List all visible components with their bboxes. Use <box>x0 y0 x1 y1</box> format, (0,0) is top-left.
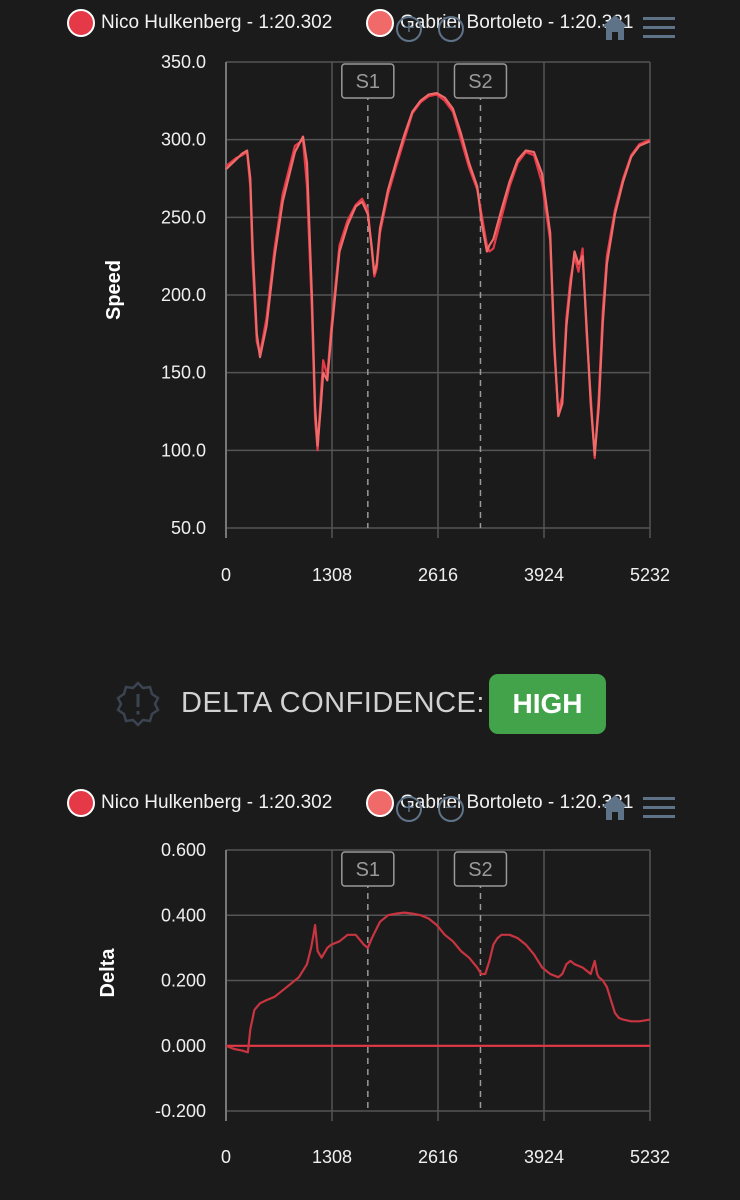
menu-icon[interactable] <box>642 794 676 822</box>
sector-box <box>453 63 508 99</box>
x-tick-label: 2616 <box>418 565 458 585</box>
y-tick-label: -0.200 <box>155 1101 206 1121</box>
home-icon[interactable] <box>600 792 630 822</box>
sector-box <box>341 63 395 99</box>
y-tick-label: 300.0 <box>161 130 206 150</box>
x-tick-label: 2616 <box>418 1147 458 1167</box>
legend-label: Nico Hulkenberg - 1:20.302 <box>101 12 333 33</box>
x-tick-label: 1308 <box>312 565 352 585</box>
y-tick-label: 250.0 <box>161 207 206 227</box>
legend-label: Nico Hulkenberg - 1:20.302 <box>101 792 333 813</box>
x-tick-label: 1308 <box>312 1147 352 1167</box>
delta-chart-panel: Nico Hulkenberg - 1:20.302 Gabriel Borto… <box>0 780 740 1200</box>
chart-legend: Nico Hulkenberg - 1:20.302 Gabriel Borto… <box>0 780 740 826</box>
chart-legend: Nico Hulkenberg - 1:20.302 Gabriel Borto… <box>0 0 740 46</box>
delta-chart[interactable]: -0.200 0.000 0.200 0.400 0.600 0 1308 2616 3924 5… <box>0 780 740 1200</box>
y-tick-label: 200.0 <box>161 285 206 305</box>
zoom-in-icon[interactable]: + <box>396 796 422 822</box>
zoom-in-icon[interactable]: + <box>396 16 422 42</box>
delta-confidence-row: DELTA CONFIDENCE: HIGH <box>0 672 740 736</box>
alert-badge-icon <box>116 681 160 727</box>
y-tick-label: 150.0 <box>161 363 206 383</box>
sector-label: S2 <box>468 71 492 93</box>
sector-box <box>341 851 395 887</box>
series-line-2 <box>225 91 651 457</box>
legend-dot-icon <box>67 789 95 817</box>
x-tick-label: 0 <box>221 1147 231 1167</box>
y-tick-label: 0.600 <box>161 840 206 860</box>
legend-item-hulkenberg[interactable]: Nico Hulkenberg - 1:20.302 <box>67 8 332 38</box>
x-tick-label: 5232 <box>630 565 670 585</box>
legend-dot-icon <box>366 9 394 37</box>
y-tick-label: 50.0 <box>171 518 206 538</box>
x-tick-label: 0 <box>221 565 231 585</box>
sector-label: S2 <box>468 859 492 881</box>
speed-chart[interactable]: 50.0 100.0 150.0 200.0 250.0 300.0 350.0 0 1308 2… <box>0 0 740 600</box>
y-tick-label: 0.000 <box>161 1036 206 1056</box>
y-axis-label: Speed <box>103 260 125 320</box>
home-icon[interactable] <box>600 12 630 42</box>
series-line-2 <box>225 911 651 1054</box>
y-tick-label: 0.200 <box>161 971 206 991</box>
y-tick-label: 100.0 <box>161 440 206 460</box>
menu-icon[interactable] <box>642 14 676 42</box>
delta-confidence-label: DELTA CONFIDENCE: <box>181 687 485 719</box>
speed-chart-panel: Nico Hulkenberg - 1:20.302 Gabriel Borto… <box>0 0 740 600</box>
x-tick-label: 3924 <box>524 1147 564 1167</box>
sector-box <box>453 851 508 887</box>
x-tick-label: 5232 <box>630 1147 670 1167</box>
legend-dot-icon <box>67 9 95 37</box>
y-axis-label: Delta <box>97 948 119 998</box>
zoom-out-icon[interactable]: − <box>438 796 464 822</box>
zoom-out-icon[interactable]: − <box>438 16 464 42</box>
legend-item-hulkenberg[interactable]: Nico Hulkenberg - 1:20.302 <box>67 788 332 818</box>
confidence-badge: HIGH <box>489 674 606 734</box>
sector-label: S1 <box>356 71 380 93</box>
y-tick-label: 350.0 <box>161 52 206 72</box>
x-tick-label: 3924 <box>524 565 564 585</box>
y-tick-label: 0.400 <box>161 905 206 925</box>
sector-label: S1 <box>356 859 380 881</box>
legend-dot-icon <box>366 789 394 817</box>
